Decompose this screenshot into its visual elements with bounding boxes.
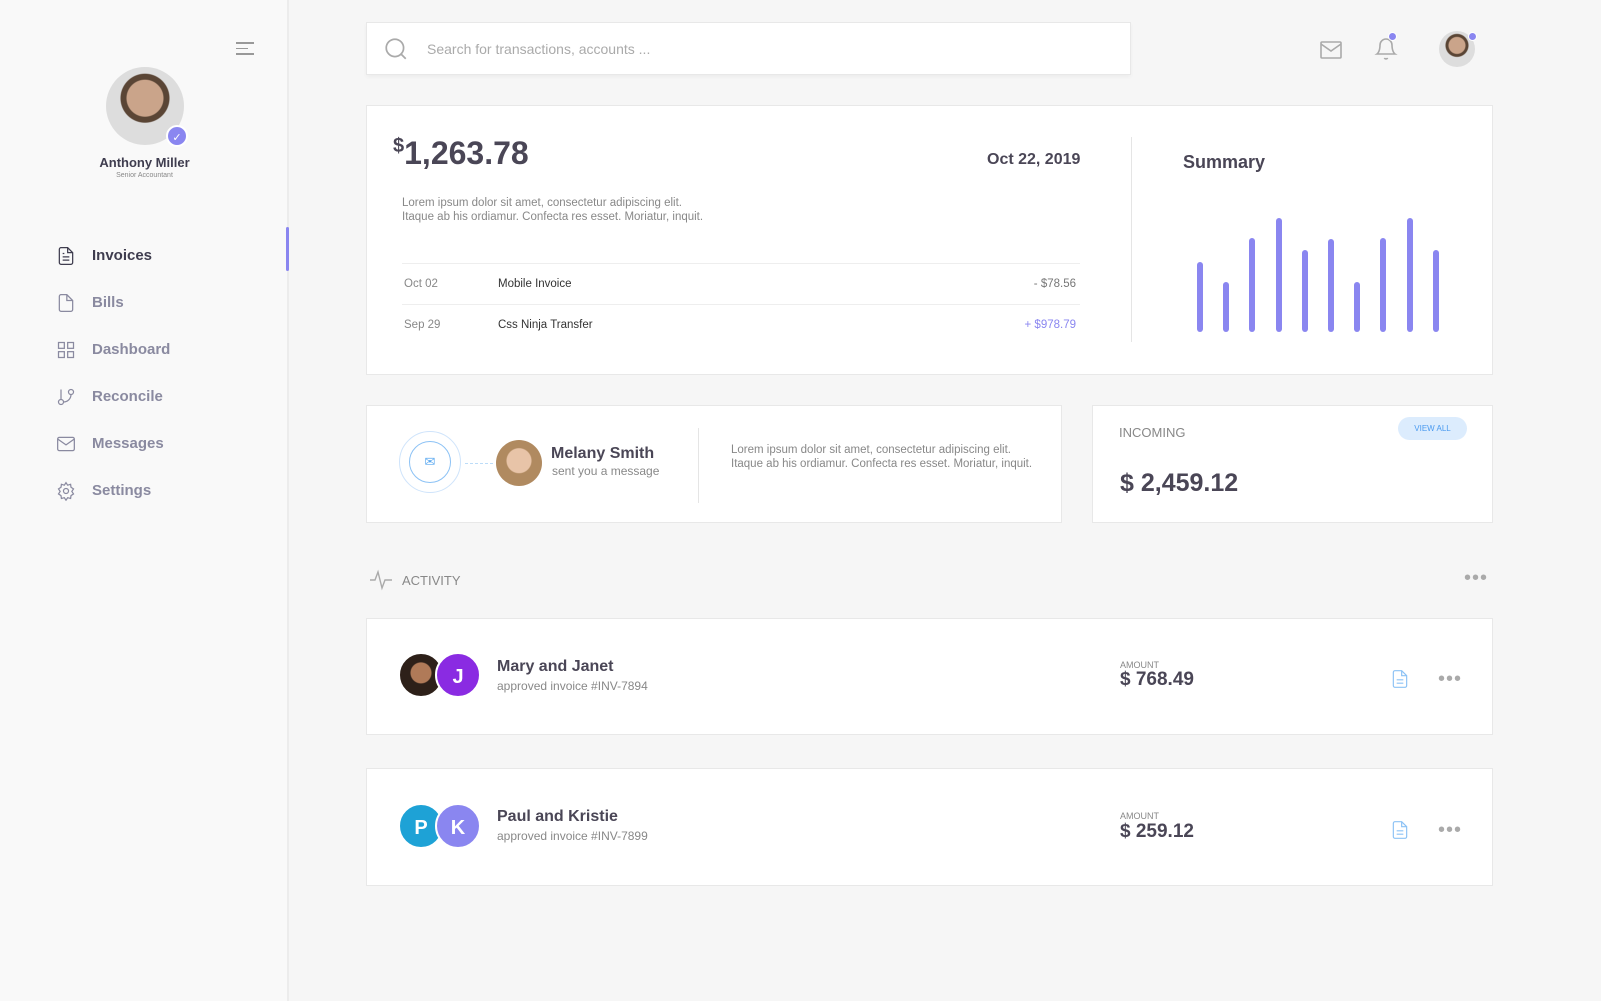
verified-check-icon: ✓ <box>166 125 188 147</box>
mail-icon[interactable] <box>1319 38 1343 62</box>
activity-title: ACTIVITY <box>402 573 461 588</box>
search-icon <box>385 37 407 59</box>
connector-line <box>465 463 493 464</box>
sender-name: Melany Smith <box>551 445 655 462</box>
sidebar-item-invoices[interactable]: Invoices <box>56 232 170 279</box>
item-more-button[interactable]: ••• <box>1438 819 1463 841</box>
transaction-row[interactable]: Sep 29 Css Ninja Transfer + $978.79 <box>402 304 1080 345</box>
activity-more-button[interactable]: ••• <box>1464 567 1489 589</box>
menu-toggle-icon[interactable] <box>236 42 254 56</box>
tx-date: Sep 29 <box>404 319 441 331</box>
user-avatar[interactable]: ✓ <box>106 67 188 147</box>
incoming-card <box>1092 405 1493 523</box>
git-branch-icon <box>57 388 75 405</box>
search-bar <box>366 22 1131 75</box>
sidebar-item-settings[interactable]: Settings <box>56 467 170 514</box>
message-card[interactable] <box>366 405 1062 523</box>
summary-bar <box>1197 262 1203 332</box>
sidebar-item-label: Invoices <box>92 247 153 264</box>
message-text: Lorem ipsum dolor sit amet, consectetur … <box>731 444 1033 470</box>
active-indicator <box>286 227 289 271</box>
sidebar-item-reconcile[interactable]: Reconcile <box>56 373 170 420</box>
sidebar-nav: Invoices Bills Dashboard Reconcile Messa… <box>56 232 170 514</box>
amount-value: $ 259.12 <box>1120 821 1194 842</box>
view-all-button[interactable]: VIEW ALL <box>1398 417 1467 440</box>
divider <box>1131 137 1132 342</box>
status-dot <box>1468 32 1477 41</box>
sidebar: ✓ Anthony Miller Senior Accountant Invoi… <box>0 0 289 1001</box>
grid-icon <box>57 341 75 358</box>
bell-icon[interactable] <box>1374 37 1398 61</box>
summary-bar <box>1275 218 1282 332</box>
summary-bar <box>1380 238 1387 332</box>
sidebar-item-label: Reconcile <box>92 388 163 405</box>
activity-sub: approved invoice #INV-7899 <box>497 829 648 843</box>
transaction-row[interactable]: Oct 02 Mobile Invoice - $78.56 <box>402 263 1080 304</box>
summary-bar <box>1249 238 1256 332</box>
amount-label: AMOUNT <box>1120 811 1159 821</box>
sidebar-item-dashboard[interactable]: Dashboard <box>56 326 170 373</box>
sidebar-item-label: Messages <box>92 435 164 452</box>
activity-item[interactable] <box>366 768 1493 886</box>
balance-amount: $1,263.78 <box>393 135 529 171</box>
sidebar-item-label: Dashboard <box>92 341 171 358</box>
tx-date: Oct 02 <box>404 278 438 290</box>
sender-avatar <box>496 440 542 486</box>
mail-ring-icon: ✉ <box>399 431 461 493</box>
invoice-file-icon[interactable] <box>1390 819 1410 841</box>
tx-amount: + $978.79 <box>1024 319 1076 331</box>
participant-initial: K <box>435 803 481 849</box>
activity-sub: approved invoice #INV-7894 <box>497 679 648 693</box>
notification-dot <box>1388 32 1397 41</box>
sidebar-item-messages[interactable]: Messages <box>56 420 170 467</box>
summary-bar <box>1432 250 1439 332</box>
amount-value: $ 768.49 <box>1120 669 1194 690</box>
sidebar-item-label: Bills <box>92 294 124 311</box>
summary-bar <box>1354 281 1361 332</box>
file-icon <box>58 293 74 312</box>
summary-title: Summary <box>1183 152 1266 172</box>
activity-name: Paul and Kristie <box>497 808 618 825</box>
summary-bar <box>1328 239 1334 332</box>
divider <box>698 428 699 503</box>
incoming-label: INCOMING <box>1119 425 1186 440</box>
sidebar-item-bills[interactable]: Bills <box>56 279 170 326</box>
activity-item[interactable] <box>366 618 1493 735</box>
invoice-file-icon[interactable] <box>1390 668 1410 690</box>
tx-name: Mobile Invoice <box>498 278 572 290</box>
tx-name: Css Ninja Transfer <box>498 319 593 331</box>
gear-icon <box>57 481 75 501</box>
item-more-button[interactable]: ••• <box>1438 668 1463 690</box>
sender-sub: sent you a message <box>552 464 660 478</box>
search-input[interactable] <box>427 40 1027 57</box>
summary-bar <box>1301 250 1308 332</box>
tx-amount: - $78.56 <box>1033 278 1076 290</box>
activity-name: Mary and Janet <box>497 658 614 675</box>
file-text-icon <box>58 246 74 265</box>
participant-initial: J <box>435 652 481 698</box>
balance-description: Lorem ipsum dolor sit amet, consectetur … <box>402 197 704 223</box>
user-role: Senior Accountant <box>116 172 173 179</box>
incoming-amount: $ 2,459.12 <box>1120 469 1239 497</box>
mail-icon <box>57 436 75 451</box>
sidebar-item-label: Settings <box>92 482 152 499</box>
summary-bar <box>1406 218 1413 332</box>
user-name: Anthony Miller <box>99 155 190 170</box>
summary-bar <box>1223 281 1230 332</box>
balance-date: Oct 22, 2019 <box>987 151 1081 168</box>
amount-label: AMOUNT <box>1120 660 1159 670</box>
activity-icon <box>370 569 392 591</box>
